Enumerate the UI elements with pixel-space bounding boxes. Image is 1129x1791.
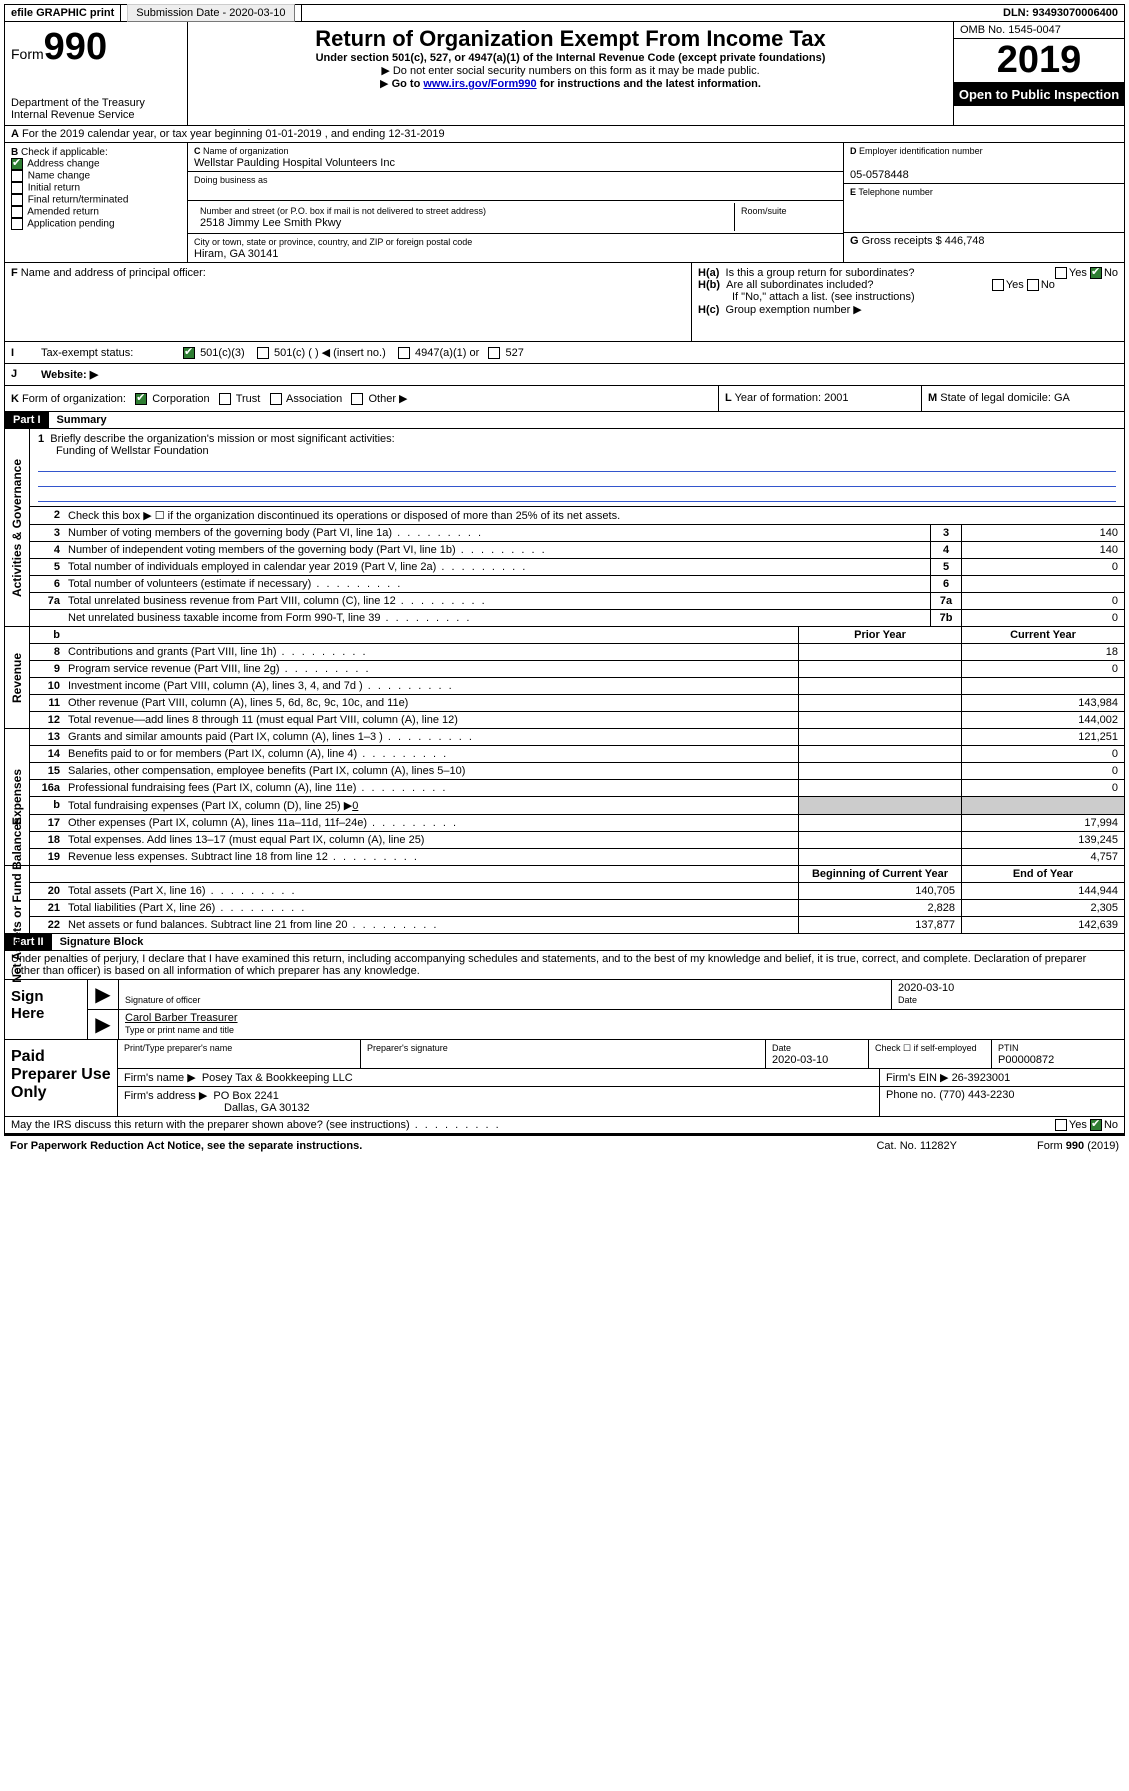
checkbox-501c3[interactable] xyxy=(183,347,195,359)
val-6 xyxy=(961,576,1124,592)
firm-address: PO Box 2241 xyxy=(213,1090,278,1102)
val-13: 121,251 xyxy=(961,729,1124,745)
row-k-form-org: K Form of organization: Corporation Trus… xyxy=(4,386,1125,412)
prep-date: 2020-03-10 xyxy=(772,1054,828,1066)
open-inspection: Open to Public Inspection xyxy=(954,83,1124,106)
org-city: Hiram, GA 30141 xyxy=(194,248,278,260)
identity-block: B Check if applicable: Address change Na… xyxy=(4,143,1125,263)
val-11: 143,984 xyxy=(961,695,1124,711)
form-footer: Form 990 (2019) xyxy=(963,1138,1125,1154)
val-22c: 142,639 xyxy=(961,917,1124,933)
val-12: 144,002 xyxy=(961,712,1124,728)
form-header: Form990 Department of the Treasury Inter… xyxy=(4,22,1125,126)
val-16a: 0 xyxy=(961,780,1124,796)
submission-date: Submission Date - 2020-03-10 xyxy=(121,5,301,21)
perjury-statement: Under penalties of perjury, I declare th… xyxy=(4,951,1125,980)
val-4: 140 xyxy=(961,542,1124,558)
val-21c: 2,305 xyxy=(961,900,1124,916)
box-c: C Name of organizationWellstar Paulding … xyxy=(188,143,844,262)
dept-treasury: Department of the Treasury xyxy=(11,97,181,109)
checkbox-final-return[interactable] xyxy=(11,194,23,206)
topbar: efile GRAPHIC print Submission Date - 20… xyxy=(4,4,1125,22)
val-22p: 137,877 xyxy=(798,917,961,933)
section-expenses: Expenses 13Grants and similar amounts pa… xyxy=(4,729,1125,866)
cat-no: Cat. No. 11282Y xyxy=(870,1138,963,1154)
val-18: 139,245 xyxy=(961,832,1124,848)
mission-text: Funding of Wellstar Foundation xyxy=(38,445,209,457)
firm-ein: 26-3923001 xyxy=(952,1072,1011,1084)
note-link: ▶ Go to www.irs.gov/Form990 for instruct… xyxy=(196,77,945,90)
val-7b: 0 xyxy=(961,610,1124,626)
dept-irs: Internal Revenue Service xyxy=(11,109,181,121)
arrow-icon: ▶ xyxy=(88,980,119,1009)
val-17: 17,994 xyxy=(961,815,1124,831)
discuss-row: May the IRS discuss this return with the… xyxy=(4,1117,1125,1134)
ptin: P00000872 xyxy=(998,1054,1054,1066)
row-a-period: A For the 2019 calendar year, or tax yea… xyxy=(4,126,1125,143)
val-7a: 0 xyxy=(961,593,1124,609)
box-b: B Check if applicable: Address change Na… xyxy=(5,143,188,262)
ein: 05-0578448 xyxy=(850,169,909,181)
sign-here-block: Sign Here ▶ Signature of officer 2020-03… xyxy=(4,980,1125,1040)
sign-date: 2020-03-10 xyxy=(898,982,954,994)
val-15: 0 xyxy=(961,763,1124,779)
checkbox-initial-return[interactable] xyxy=(11,182,23,194)
box-d-g: D Employer identification number05-05784… xyxy=(844,143,1124,262)
paid-preparer-block: Paid Preparer Use Only Print/Type prepar… xyxy=(4,1040,1125,1117)
form-subtitle: Under section 501(c), 527, or 4947(a)(1)… xyxy=(196,52,945,64)
val-20p: 140,705 xyxy=(798,883,961,899)
tax-year: 2019 xyxy=(954,39,1124,83)
gross-receipts: 446,748 xyxy=(945,235,985,247)
val-20c: 144,944 xyxy=(961,883,1124,899)
year-formation: Year of formation: 2001 xyxy=(735,392,849,404)
org-street: 2518 Jimmy Lee Smith Pkwy xyxy=(200,217,341,229)
form-number: Form990 xyxy=(11,26,181,69)
val-19: 4,757 xyxy=(961,849,1124,865)
checkbox-corporation[interactable] xyxy=(135,393,147,405)
note-ssn: ▶ Do not enter social security numbers o… xyxy=(196,64,945,77)
org-name: Wellstar Paulding Hospital Volunteers In… xyxy=(194,157,395,169)
part2-header: Part II Signature Block xyxy=(4,934,1125,951)
row-j-website: J Website: ▶ xyxy=(4,364,1125,386)
val-10 xyxy=(961,678,1124,694)
section-governance: Activities & Governance 1 Briefly descri… xyxy=(4,429,1125,627)
val-3: 140 xyxy=(961,525,1124,541)
form990-link[interactable]: www.irs.gov/Form990 xyxy=(423,78,536,90)
state-domicile: State of legal domicile: GA xyxy=(940,392,1070,404)
checkbox-amended[interactable] xyxy=(11,206,23,218)
omb-number: OMB No. 1545-0047 xyxy=(954,22,1124,39)
firm-name: Posey Tax & Bookkeeping LLC xyxy=(202,1072,353,1084)
checkbox-address-change[interactable] xyxy=(11,158,23,170)
section-net-assets: Net Assets or Fund Balances Beginning of… xyxy=(4,866,1125,934)
firm-phone: (770) 443-2230 xyxy=(939,1089,1014,1101)
row-i-tax-status: I Tax-exempt status: 501(c)(3) 501(c) ( … xyxy=(4,342,1125,364)
dln: DLN: 93493070006400 xyxy=(997,5,1124,21)
arrow-icon: ▶ xyxy=(88,1010,119,1039)
efile-label: efile GRAPHIC print xyxy=(5,5,121,21)
row-f-h: F Name and address of principal officer:… xyxy=(4,263,1125,342)
officer-name: Carol Barber Treasurer xyxy=(125,1012,238,1024)
val-9: 0 xyxy=(961,661,1124,677)
val-5: 0 xyxy=(961,559,1124,575)
form-title: Return of Organization Exempt From Incom… xyxy=(196,26,945,52)
val-14: 0 xyxy=(961,746,1124,762)
checkbox-name-change[interactable] xyxy=(11,170,23,182)
val-8: 18 xyxy=(961,644,1124,660)
part1-header: Part I Summary xyxy=(4,412,1125,429)
checkbox-application-pending[interactable] xyxy=(11,218,23,230)
section-revenue: Revenue bPrior YearCurrent Year 8Contrib… xyxy=(4,627,1125,729)
val-21p: 2,828 xyxy=(798,900,961,916)
footer: For Paperwork Reduction Act Notice, see … xyxy=(4,1134,1125,1154)
